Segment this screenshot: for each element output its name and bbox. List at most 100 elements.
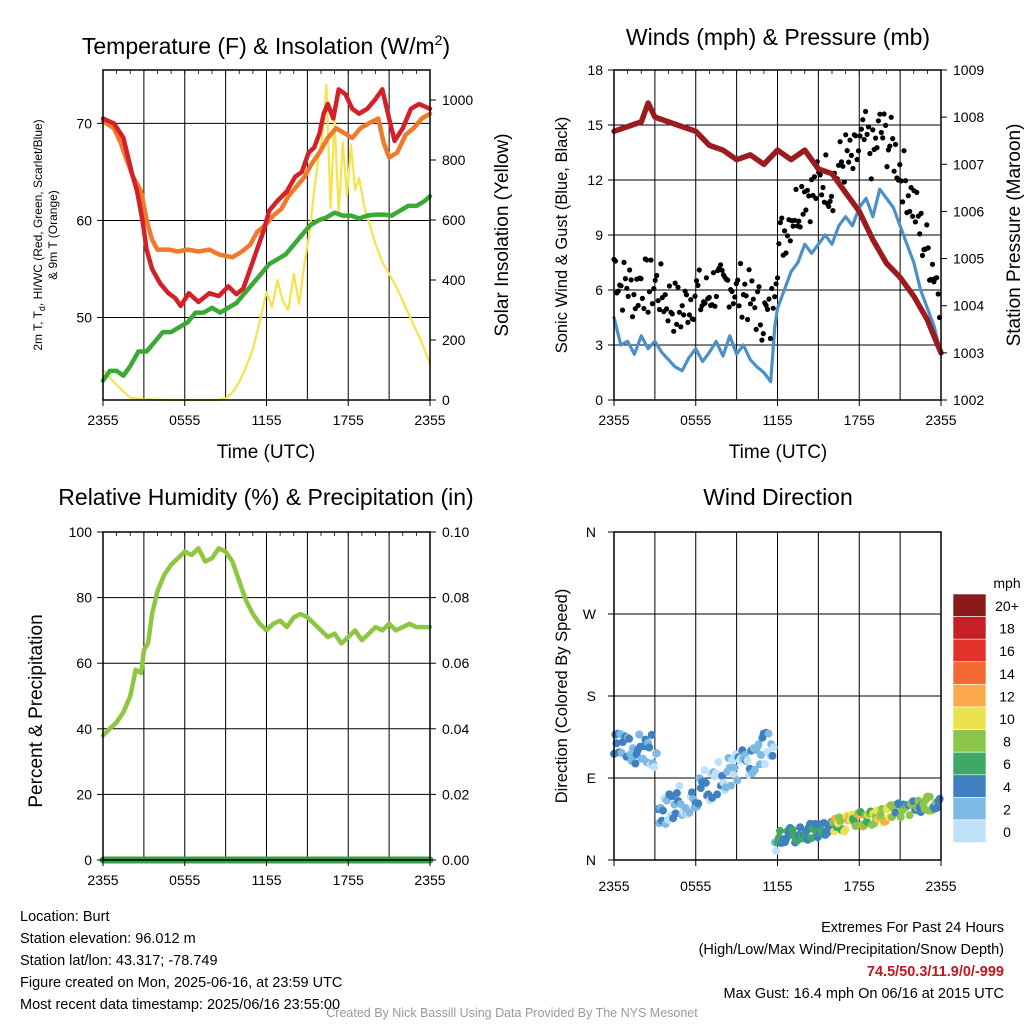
direction-point	[652, 749, 661, 758]
direction-xtick-label: 0555	[680, 878, 711, 894]
direction-point	[776, 826, 784, 835]
legend-swatch	[952, 751, 987, 776]
direction-point	[743, 756, 752, 765]
gust-point	[644, 257, 650, 263]
gust-point	[857, 133, 863, 139]
legend-label: 2	[1003, 801, 1011, 817]
legend-unit: mph	[993, 575, 1020, 591]
credit-line: Created By Nick Bassill Using Data Provi…	[326, 1006, 698, 1020]
gust-point	[907, 208, 913, 215]
gust-point	[919, 252, 926, 259]
gust-point	[912, 219, 919, 225]
humidity-axes: 2355 0555 1155 1755 2355 0 20 40 60 80 100 0.00 0.02…	[69, 524, 470, 888]
gust-point	[784, 233, 791, 239]
temperature-ytick-left-label: 50	[76, 310, 92, 326]
gust-point	[847, 137, 853, 143]
gust-point	[836, 162, 842, 168]
gust-point	[622, 276, 629, 282]
direction-ytick-label: E	[587, 770, 596, 786]
gust-point	[867, 150, 873, 157]
gust-point	[843, 132, 849, 138]
gust-point	[752, 305, 758, 311]
gust-point	[678, 324, 684, 330]
humidity-ytick-right-label: 0.02	[442, 786, 469, 802]
sonic-wind-series-line	[612, 187, 943, 384]
direction-point	[727, 781, 735, 790]
gust-point	[730, 301, 737, 307]
gust-point	[628, 277, 634, 283]
legend-swatch	[952, 638, 987, 663]
gust-point	[629, 314, 636, 320]
gust-point	[646, 289, 653, 295]
winds-title: Winds (mph) & Pressure (mb)	[626, 24, 930, 50]
gust-point	[627, 267, 633, 273]
direction-point	[764, 729, 773, 738]
humidity-xtick-label: 2355	[87, 872, 118, 888]
humidity-title: Relative Humidity (%) & Precipitation (i…	[58, 484, 473, 510]
winds-ytick-right-label: 1009	[953, 62, 984, 78]
gust-point	[844, 148, 850, 154]
gust-point	[874, 145, 880, 151]
gust-point	[934, 275, 940, 281]
direction-point	[768, 751, 777, 760]
gust-point	[807, 219, 813, 225]
station-elevation: Station elevation: 96.012 m	[20, 931, 196, 947]
direction-point	[754, 740, 763, 749]
temperature-ytick-left-label: 60	[76, 212, 92, 228]
gust-point	[639, 295, 646, 301]
gust-point	[838, 159, 845, 165]
winds-xtick-label: 2355	[925, 412, 956, 428]
gust-point	[929, 261, 936, 267]
gust-point	[718, 262, 724, 268]
humidity-ylabel-left: Percent & Precipitation	[26, 614, 47, 807]
winds-ytick-left-label: 6	[595, 282, 603, 298]
direction-point	[896, 813, 905, 822]
gust-point	[773, 281, 779, 287]
gust-point	[774, 275, 781, 281]
direction-point	[696, 784, 705, 793]
direction-ytick-label: S	[587, 688, 596, 704]
gust-point	[898, 178, 904, 184]
humidity-series-line	[100, 546, 433, 738]
legend-swatch	[952, 661, 987, 685]
gust-point	[679, 303, 685, 309]
gust-point	[827, 198, 833, 204]
temperature-title: Temperature (F) & Insolation (W/m2)	[82, 32, 450, 59]
gust-point	[645, 309, 651, 315]
gust-point	[878, 129, 884, 136]
gust-point	[726, 304, 732, 310]
gust-point	[793, 186, 799, 192]
gust-point	[641, 305, 647, 312]
legend-label: 14	[999, 666, 1015, 682]
gust-point	[800, 211, 806, 217]
gust-point	[887, 143, 893, 149]
gust-point	[713, 293, 720, 300]
direction-xtick-label: 1755	[844, 878, 875, 894]
direction-point	[729, 770, 738, 779]
gust-point	[864, 131, 870, 137]
gust-point	[902, 178, 909, 184]
gust-point	[764, 306, 771, 312]
legend-swatch	[952, 729, 987, 753]
gust-point	[756, 284, 762, 290]
gust-point	[770, 305, 776, 311]
direction-point	[925, 792, 934, 801]
winds-ylabel-right: Station Pressure (Maroon)	[1004, 124, 1024, 347]
gust-point	[691, 316, 697, 322]
direction-point	[772, 846, 781, 855]
legend-label: 16	[999, 643, 1015, 659]
legend-label: 0	[1003, 824, 1011, 840]
speed-legend: 20+ 18 16 14 12 10 8 6 4 2 0	[952, 593, 1019, 843]
gust-point	[776, 241, 782, 247]
gust-point	[681, 312, 687, 318]
direction-point	[788, 825, 797, 834]
direction-point	[807, 834, 816, 843]
winds-xtick-label: 1155	[762, 412, 792, 428]
legend-swatch	[952, 706, 987, 730]
temperature-panel: Temperature (F) & Insolation (W/m2) 2355…	[31, 32, 513, 463]
pressure-series-line	[611, 100, 944, 356]
direction-point	[713, 790, 722, 799]
temperature-ytick-left-label: 70	[76, 115, 92, 131]
winds-ytick-left-label: 18	[587, 62, 603, 78]
gust-point	[848, 152, 855, 158]
